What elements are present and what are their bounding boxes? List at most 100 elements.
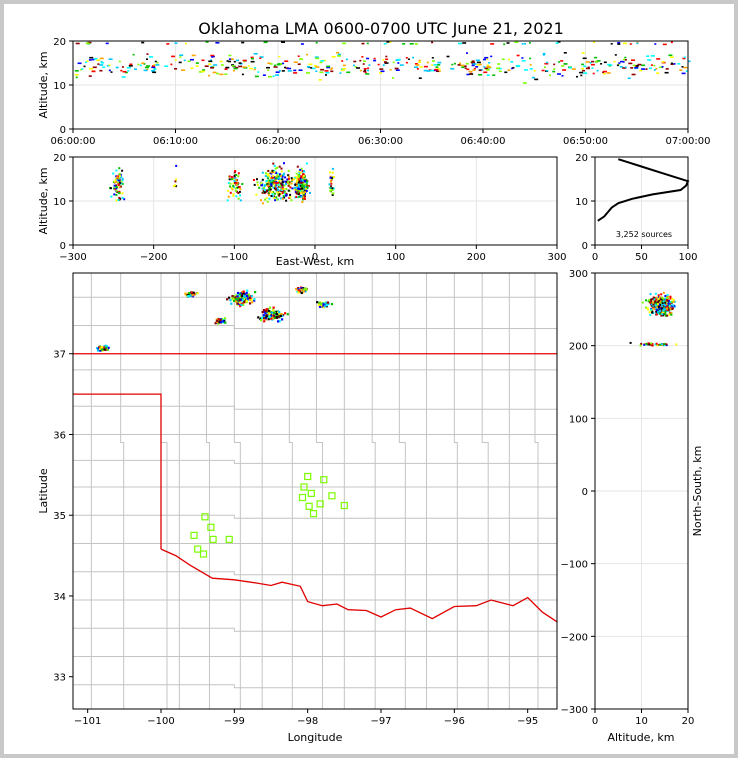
ns-height-source (658, 296, 661, 299)
time-height-source (664, 71, 669, 74)
time-height-source (490, 55, 493, 58)
ew-height-source (260, 199, 262, 202)
ew-height-source (119, 179, 122, 182)
plan-view-source (278, 311, 281, 314)
time-height-source (557, 41, 561, 43)
ew-height-source (113, 187, 116, 190)
time-height-source (253, 68, 256, 71)
ew-height-source (331, 187, 334, 190)
ew-height-source (228, 178, 231, 181)
plan-view-source (184, 292, 187, 295)
time-height-source (228, 54, 232, 57)
time-height-source (423, 69, 428, 72)
plan-view-source (233, 299, 236, 303)
time-height-source (96, 59, 101, 62)
time-height-source (498, 70, 502, 73)
time-height-source (641, 64, 646, 67)
time-height-source (254, 67, 257, 69)
time-height-source (92, 66, 97, 69)
time-height-source (81, 68, 84, 70)
ew-height-source (121, 192, 124, 195)
time-height-source (662, 43, 667, 46)
ew-height-source (284, 191, 287, 194)
ew-height-source (297, 189, 300, 192)
time-height-source (650, 55, 655, 57)
time-height-source (174, 42, 178, 44)
plan-view-source (318, 302, 321, 305)
ew-height-source (281, 197, 284, 200)
time-height-source (655, 68, 658, 70)
ew-height-source (296, 165, 299, 168)
ns-height-source (657, 294, 660, 297)
time-height-source (552, 70, 556, 73)
ew-height-source (118, 190, 121, 193)
ew-height-source (299, 184, 302, 187)
plan-view-source (275, 313, 279, 316)
county-line (73, 627, 557, 632)
ew-height-source (276, 172, 279, 175)
ew-height-source (287, 169, 290, 172)
time-height-source (342, 64, 346, 67)
time-height-source (528, 42, 531, 44)
ew-height-source (329, 190, 332, 192)
ns-height-source (655, 342, 658, 345)
time-height-source (665, 68, 669, 70)
time-height-source (151, 70, 156, 72)
ns-height-source (649, 293, 652, 296)
ew-height-source (117, 191, 120, 194)
time-height-source (216, 72, 220, 75)
time-height-source (362, 60, 366, 62)
time-height-source (362, 63, 365, 65)
time-height-y-tick-label: 10 (53, 81, 66, 92)
ns-height-source (652, 296, 655, 299)
ew-height-source (256, 178, 258, 181)
time-height-source (262, 74, 266, 76)
plan-view-source (317, 303, 320, 306)
time-height-source (365, 73, 370, 75)
plan-view-y-tick-label: 37 (53, 350, 66, 361)
time-height-source (409, 43, 414, 45)
ew-height-source (273, 181, 275, 184)
ew-height-source (117, 199, 120, 201)
ew-height-source (294, 183, 297, 186)
time-height-source (108, 64, 111, 66)
plan-view-source (263, 309, 266, 312)
ew-height-source (232, 194, 235, 197)
ns-height-source (668, 313, 671, 316)
ew-height-source (275, 187, 278, 189)
ew-height-source (118, 179, 121, 182)
ew-height-source (295, 196, 298, 198)
ew-height-source (265, 179, 268, 182)
time-height-source (553, 68, 556, 70)
time-height-source (293, 69, 297, 72)
ns-height-source (669, 311, 672, 314)
time-height-source (364, 69, 367, 72)
time-height-source (464, 67, 467, 69)
time-height-source (507, 69, 511, 71)
plan-view-source (245, 291, 248, 294)
time-height-ylabel: Altitude, km (37, 51, 50, 118)
county-line (205, 273, 210, 709)
time-height-source (486, 74, 490, 76)
ew-height-source (232, 182, 235, 185)
time-height-x-tick-label: 06:50:00 (563, 136, 608, 147)
ns-height-source (651, 343, 654, 346)
plan-view-source (272, 306, 275, 309)
ns-height-source (648, 343, 651, 346)
time-height-source (213, 64, 218, 66)
plan-view-y-tick-label: 35 (53, 511, 66, 522)
time-height-source (471, 64, 475, 67)
time-height-source (506, 42, 510, 44)
time-height-source (331, 56, 336, 58)
county-line (73, 514, 557, 519)
ew-height-source (278, 175, 281, 178)
ew-height-source (284, 176, 287, 179)
time-height-source (275, 71, 280, 73)
plan-view-source (236, 302, 239, 305)
figure-frame: Oklahoma LMA 0600-0700 UTC June 21, 2021… (4, 4, 734, 754)
plan-view-source (231, 295, 234, 298)
time-height-source (610, 43, 613, 45)
plan-view-source (236, 298, 239, 301)
ns-height-source (661, 302, 664, 305)
time-height-source (325, 72, 330, 74)
